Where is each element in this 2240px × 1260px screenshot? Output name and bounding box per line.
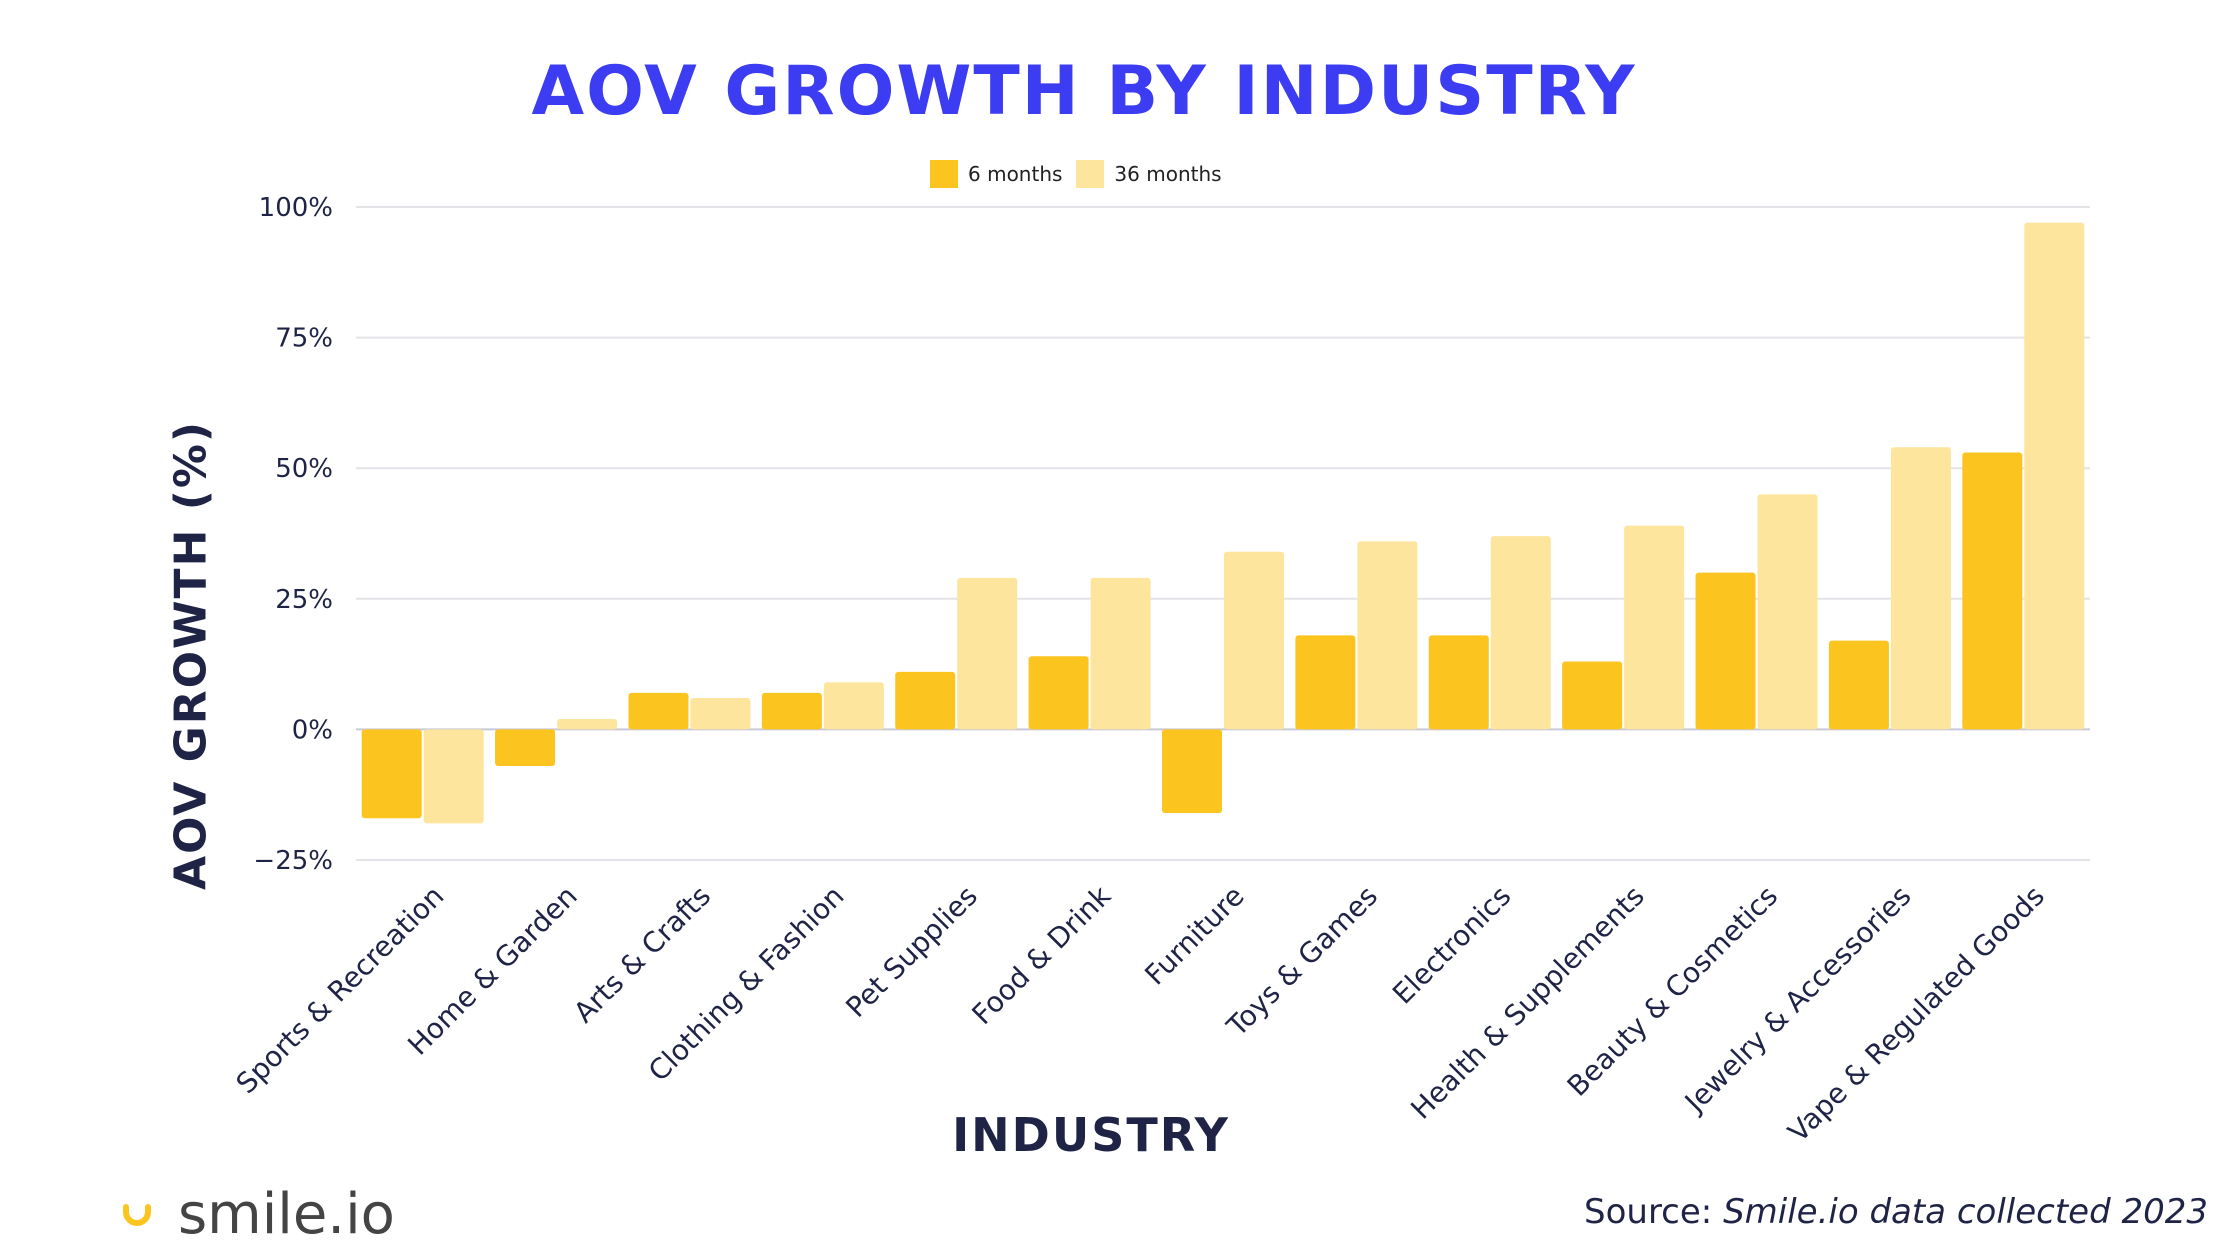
bar-6-months [1295,635,1356,730]
bar-36-months [1624,525,1685,730]
bar-36-months [1890,447,1951,730]
x-tick-label: Pet Supplies [839,879,984,1024]
y-tick-label: −25% [253,846,333,876]
source-note: Source: Smile.io data collected 2023 [1584,1192,2208,1232]
x-tick-label: Arts & Crafts [567,879,717,1029]
bar-6-months [1028,656,1089,730]
bar-36-months [1757,494,1818,730]
legend-label: 6 months [968,162,1063,186]
x-tick-label: Health & Supplements [1404,879,1650,1125]
logo-text: smile.io [178,1182,395,1247]
legend-item-36-months: 36 months [1076,160,1222,188]
bar-36-months [2024,222,2085,730]
bar-6-months [1962,452,2023,730]
bar-6-months [1695,572,1756,730]
smile-icon [123,1203,151,1226]
y-tick-label: 100% [259,193,333,223]
legend: 6 months 36 months [930,160,1236,188]
y-tick-label: 25% [275,585,333,615]
legend-label: 36 months [1114,162,1222,186]
x-tick-label: Sports & Recreation [230,879,451,1100]
bar-6-months [1828,640,1889,730]
bar-6-months [761,692,822,730]
bar-6-months [1562,661,1623,730]
bar-36-months [957,577,1018,730]
bar-36-months [423,729,484,824]
source-text: Smile.io data collected 2023 [1723,1192,2208,1232]
bar-36-months [1490,536,1551,730]
x-tick-label: Furniture [1138,879,1250,991]
bar-36-months [557,718,618,730]
bar-36-months [1357,541,1418,730]
y-tick-label: 0% [292,715,333,745]
bar-6-months [895,671,956,730]
x-tick-label: Vape & Regulated Goods [1782,879,2051,1148]
x-axis-label: INDUSTRY [952,1108,1230,1162]
chart-title: AOV GROWTH BY INDUSTRY [531,52,1637,131]
bar-6-months [361,729,422,819]
x-tick-label: Jewelry & Accessories [1677,879,1918,1120]
y-tick-label: 50% [275,454,333,484]
x-tick-label: Electronics [1386,879,1517,1010]
bar-36-months [1090,577,1151,730]
bar-36-months [690,698,751,730]
bar-6-months [628,692,689,730]
y-tick-label: 75% [275,324,333,354]
legend-swatch [930,160,958,188]
legend-item-6-months: 6 months [930,160,1062,188]
legend-swatch [1076,160,1105,188]
bar-6-months [1162,729,1222,813]
bar-36-months [1224,551,1284,730]
source-prefix: Source: [1584,1192,1724,1232]
bar-6-months [1428,635,1489,730]
x-tick-label: Food & Drink [966,879,1118,1031]
smile-io-logo: smile.io [122,1182,395,1247]
bar-36-months [823,682,884,730]
bar-6-months [495,729,556,766]
